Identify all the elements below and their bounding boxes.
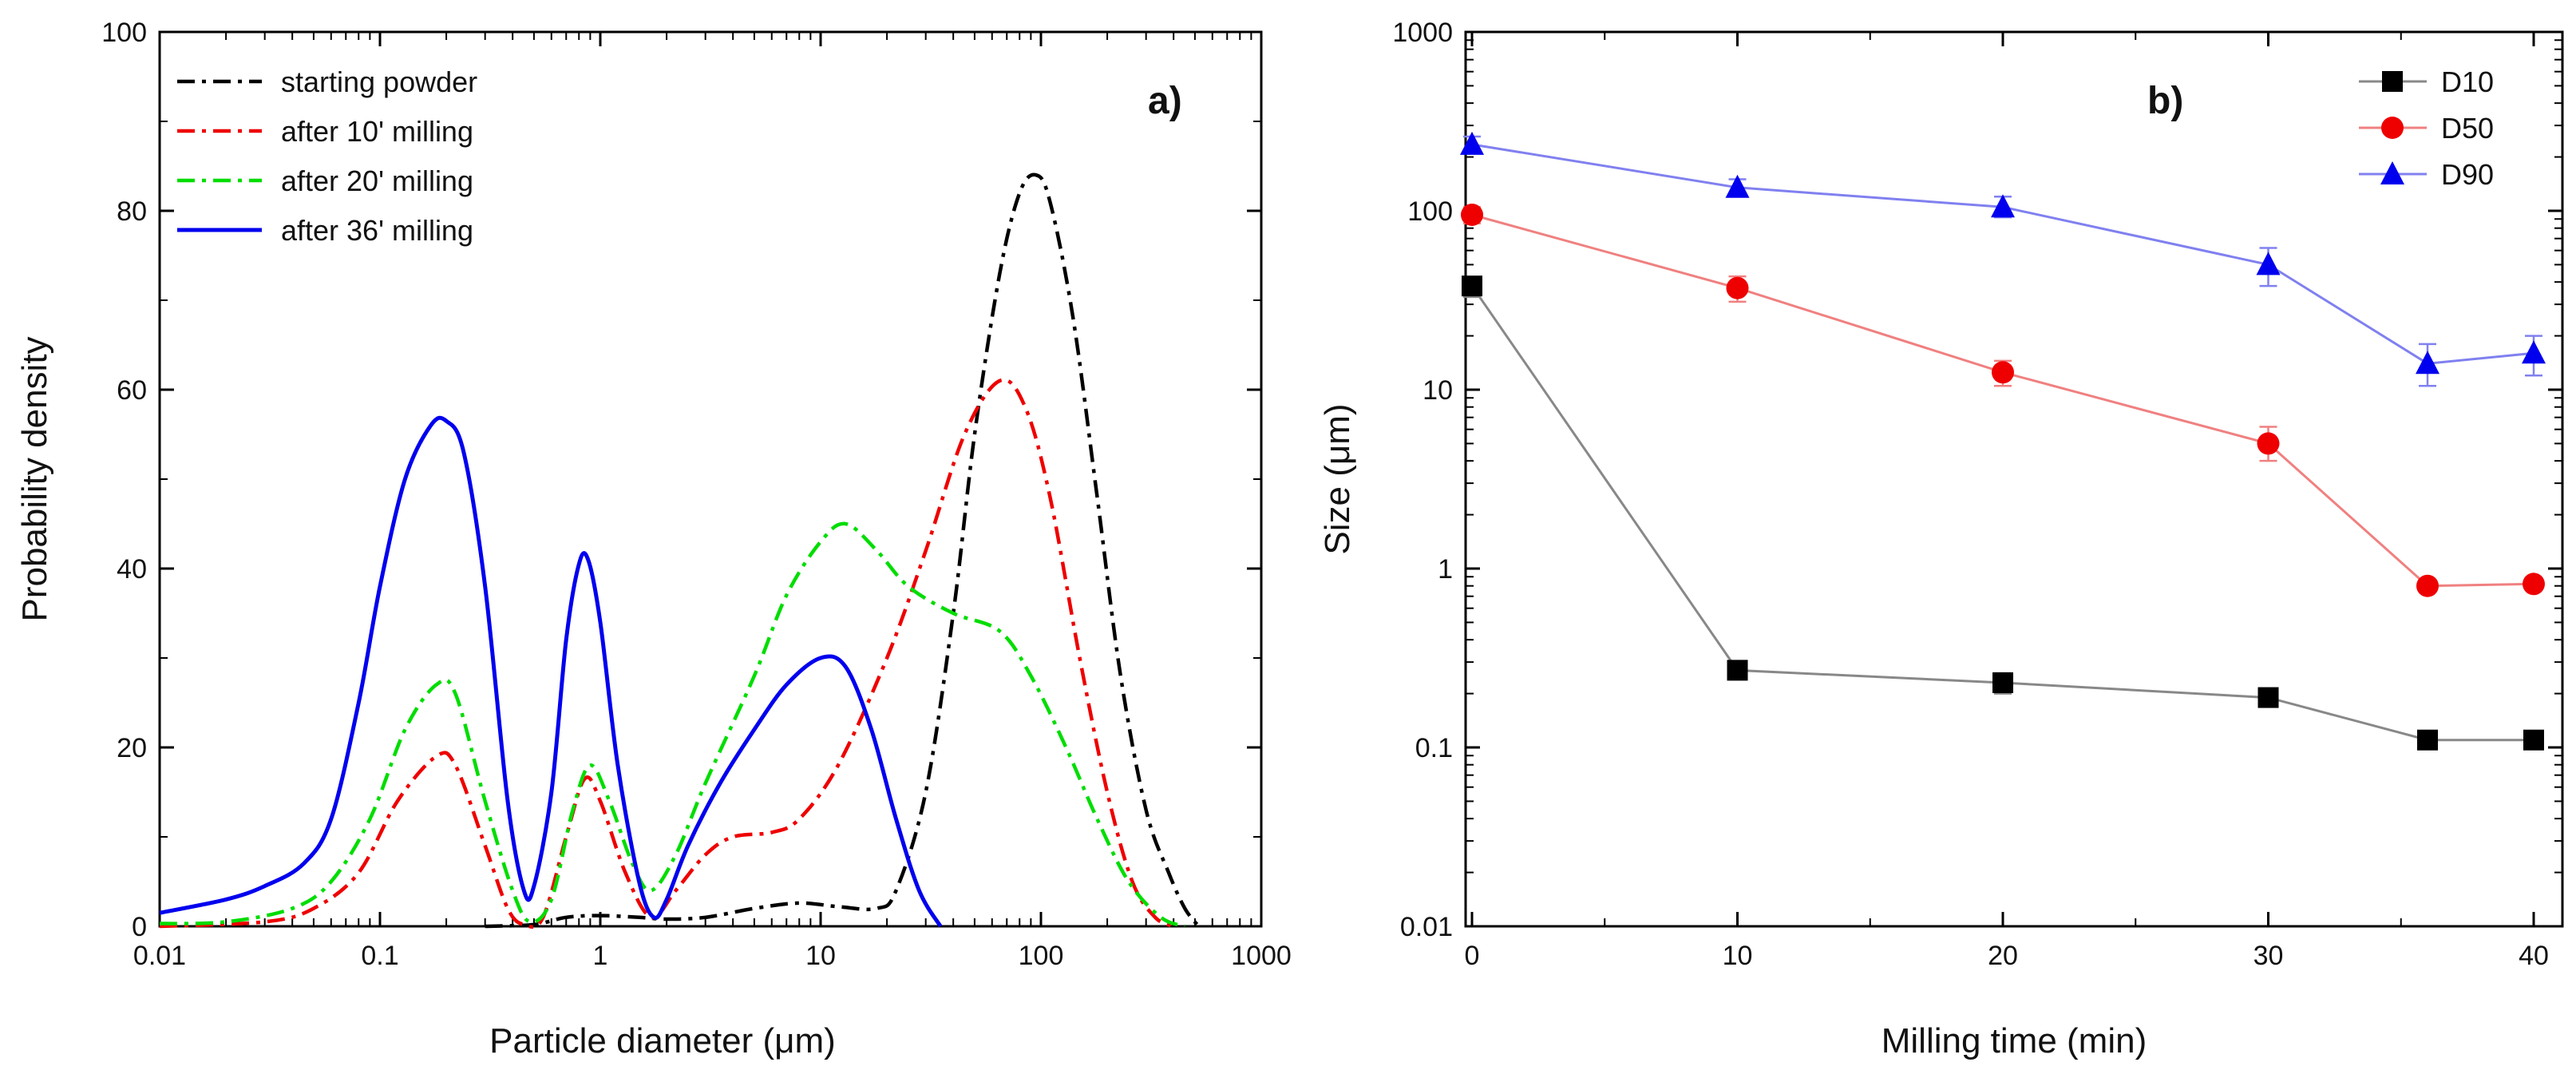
- plot-frame-b: [1464, 30, 2564, 928]
- legend-marker-b-0: [2382, 71, 2403, 92]
- y-axis-title-a: Probability density: [15, 336, 54, 621]
- x-tick-label-a: 1000: [1231, 941, 1292, 971]
- x-tick-label-b: 40: [2519, 941, 2549, 971]
- data-point-b-1: [2523, 573, 2545, 596]
- legend-label-a-0: starting powder: [281, 65, 477, 98]
- data-point-b-2: [1725, 174, 1750, 198]
- legend-marker-b-2: [2380, 161, 2404, 184]
- y-tick-label-a: 60: [117, 375, 147, 406]
- series-line-b-0: [1470, 285, 2534, 742]
- data-point-b-0: [2257, 687, 2279, 708]
- data-point-b-1: [1726, 276, 1749, 299]
- y-tick-label-b: 0.01: [1400, 912, 1453, 942]
- x-tick-label-a: 100: [1019, 941, 1064, 971]
- panel-label-b: b): [2147, 80, 2183, 122]
- data-point-b-0: [1727, 660, 1748, 681]
- x-axis-title-b: Milling time (min): [1882, 1021, 2147, 1060]
- data-point-b-1: [2257, 432, 2280, 455]
- y-tick-label-b: 10: [1423, 375, 1453, 406]
- data-point-b-2: [2522, 340, 2546, 364]
- x-tick-label-a: 1: [593, 941, 608, 971]
- legend-label-a-2: after 20' milling: [281, 164, 473, 197]
- y-tick-label-a: 0: [132, 912, 147, 942]
- x-tick-label-b: 10: [1723, 941, 1753, 971]
- legend-label-a-3: after 36' milling: [281, 214, 473, 247]
- x-tick-label-b: 0: [1465, 941, 1480, 971]
- data-point-b-1: [2416, 574, 2439, 597]
- data-point-b-0: [1992, 672, 2013, 693]
- legend-label-b-0: D10: [2441, 65, 2494, 98]
- y-tick-label-b: 1000: [1392, 18, 1453, 48]
- series-line-a-0: [485, 172, 1201, 929]
- y-tick-label-a: 100: [101, 18, 147, 48]
- x-tick-label-b: 30: [2254, 941, 2284, 971]
- data-point-b-1: [1992, 361, 2014, 384]
- series-line-b-1: [1471, 213, 2534, 588]
- chart-a: 0.01 0.1 1 10 100 1000 0 20 40 60 80 100 Particle di…: [15, 18, 1292, 1060]
- y-axis-title-b: Size (μm): [1318, 403, 1357, 554]
- data-point-b-2: [1460, 131, 1484, 155]
- y-tick-label-b: 100: [1407, 196, 1453, 227]
- data-point-b-0: [2523, 729, 2544, 751]
- chart-b: 0 10 20 30 40 0.01 0.1 1 10 100 1000 Milling time (…: [1318, 18, 2564, 1060]
- series-line-a-1: [159, 378, 1175, 929]
- data-point-b-0: [2417, 729, 2438, 751]
- data-point-b-1: [1461, 203, 1483, 226]
- legend-label-b-2: D90: [2441, 158, 2494, 191]
- x-tick-label-a: 10: [805, 941, 836, 971]
- x-tick-label-a: 0.1: [361, 941, 398, 971]
- legend-marker-b-1: [2381, 117, 2404, 139]
- series-line-b-2: [1471, 143, 2534, 365]
- series-line-a-2: [159, 521, 1186, 929]
- y-tick-label-a: 40: [117, 554, 147, 585]
- data-point-b-0: [1462, 275, 1482, 297]
- y-tick-label-b: 0.1: [1415, 733, 1453, 763]
- x-tick-label-b: 20: [1988, 941, 2018, 971]
- data-point-b-2: [2256, 252, 2281, 275]
- x-axis-title-a: Particle diameter (μm): [489, 1021, 836, 1060]
- y-tick-label-a: 80: [117, 196, 147, 227]
- series-line-a-3: [159, 415, 943, 928]
- legend-label-a-1: after 10' milling: [281, 115, 473, 148]
- data-point-b-2: [1991, 194, 2015, 218]
- data-point-b-2: [2416, 351, 2439, 375]
- legend-label-b-1: D50: [2441, 112, 2494, 145]
- y-tick-label-a: 20: [117, 733, 147, 763]
- y-tick-label-b: 1: [1438, 554, 1453, 585]
- panel-label-a: a): [1148, 80, 1182, 122]
- x-tick-label-a: 0.01: [133, 941, 186, 971]
